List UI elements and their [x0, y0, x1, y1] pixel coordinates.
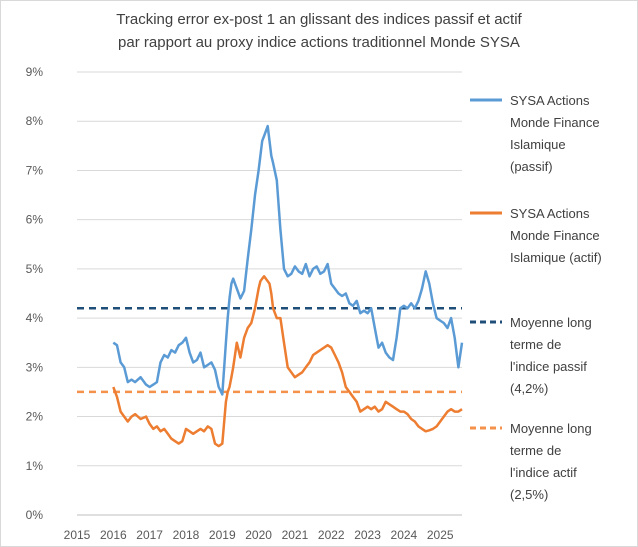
- y-tick-label: 5%: [26, 262, 44, 276]
- y-tick-label: 3%: [26, 360, 44, 374]
- x-tick-label: 2021: [282, 528, 309, 542]
- x-tick-label: 2020: [245, 528, 272, 542]
- legend-label: Moyenne long: [510, 421, 592, 436]
- legend-label: SYSA Actions: [510, 206, 590, 221]
- legend-label: Monde Finance: [510, 228, 600, 243]
- y-tick-label: 9%: [26, 65, 44, 79]
- x-tick-label: 2019: [209, 528, 236, 542]
- x-tick-label: 2024: [391, 528, 418, 542]
- x-tick-label: 2016: [100, 528, 127, 542]
- y-tick-label: 7%: [26, 163, 44, 177]
- chart-title-line: Tracking error ex-post 1 an glissant des…: [116, 11, 522, 28]
- x-tick-label: 2015: [64, 528, 91, 542]
- legend-label: l'indice actif: [510, 465, 577, 480]
- y-tick-label: 1%: [26, 459, 44, 473]
- legend-label: (2,5%): [510, 487, 548, 502]
- y-tick-label: 2%: [26, 410, 44, 424]
- y-tick-label: 8%: [26, 114, 44, 128]
- legend-label: Moyenne long: [510, 315, 592, 330]
- series-line-1: [112, 275, 463, 448]
- legend-label: (passif): [510, 159, 553, 174]
- x-tick-label: 2017: [136, 528, 163, 542]
- legend-label: SYSA Actions: [510, 93, 590, 108]
- x-tick-label: 2022: [318, 528, 345, 542]
- series-line-0: [112, 124, 464, 396]
- y-tick-label: 4%: [26, 311, 44, 325]
- x-tick-label: 2018: [173, 528, 200, 542]
- legend-label: Islamique: [510, 137, 566, 152]
- legend-label: Monde Finance: [510, 115, 600, 130]
- x-tick-label: 2025: [427, 528, 454, 542]
- y-tick-label: 0%: [26, 508, 44, 522]
- y-tick-label: 6%: [26, 213, 44, 227]
- x-tick-label: 2023: [354, 528, 381, 542]
- chart-title-line: par rapport au proxy indice actions trad…: [118, 34, 520, 51]
- legend-label: l'indice passif: [510, 359, 587, 374]
- legend-label: terme de: [510, 443, 561, 458]
- legend-label: (4,2%): [510, 381, 548, 396]
- legend-label: terme de: [510, 337, 561, 352]
- legend-label: Islamique (actif): [510, 250, 602, 265]
